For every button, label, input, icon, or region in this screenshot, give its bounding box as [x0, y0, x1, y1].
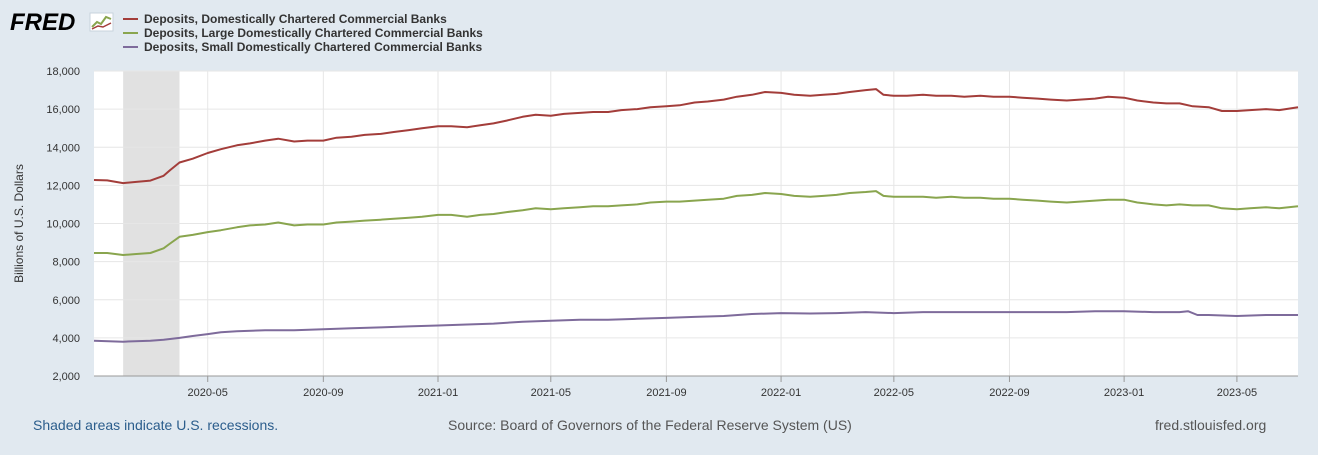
fred-site-link[interactable]: fred.stlouisfed.org	[1155, 417, 1267, 433]
y-tick-label: 6,000	[52, 295, 80, 307]
legend-label: Deposits, Domestically Chartered Commerc…	[144, 12, 447, 26]
x-tick-label: 2021-01	[418, 387, 458, 399]
y-tick-label: 10,000	[46, 219, 80, 231]
legend-item-1: Deposits, Domestically Chartered Commerc…	[123, 12, 447, 26]
x-tick-label: 2021-05	[531, 387, 571, 399]
legend-item-2: Deposits, Large Domestically Chartered C…	[123, 26, 483, 40]
legend-item-3: Deposits, Small Domestically Chartered C…	[123, 40, 482, 54]
series-line-2	[94, 190, 1299, 256]
x-tick-label: 2022-01	[761, 387, 801, 399]
fred-logo[interactable]: FRED	[10, 9, 114, 36]
x-tick-label: 2023-05	[1217, 387, 1257, 399]
x-tick-label: 2021-09	[646, 387, 686, 399]
fred-logo-text: FRED	[10, 9, 75, 36]
y-tick-label: 18,000	[46, 66, 80, 78]
series-line-3	[93, 310, 1298, 343]
y-tick-label: 4,000	[52, 333, 80, 345]
x-tick-label: 2023-01	[1104, 387, 1144, 399]
y-tick-label: 12,000	[46, 180, 80, 192]
x-tick-label: 2020-09	[303, 387, 343, 399]
y-tick-label: 2,000	[52, 371, 80, 383]
legend-label: Deposits, Large Domestically Chartered C…	[144, 26, 483, 40]
x-tick-label: 2022-05	[874, 387, 914, 399]
recession-note-link[interactable]: Shaded areas indicate U.S. recessions.	[33, 417, 279, 433]
x-tick-label: 2022-09	[989, 387, 1029, 399]
plot-area: 2,000 4,000 6,000 8,000 10,000 12,000 14,000 16…	[12, 66, 1299, 399]
legend-label: Deposits, Small Domestically Chartered C…	[144, 40, 482, 54]
source-note: Source: Board of Governors of the Federa…	[448, 417, 852, 433]
y-axis-label: Billions of U.S. Dollars	[12, 164, 26, 283]
series-line-1	[93, 88, 1299, 185]
fred-sparkline-icon	[89, 12, 114, 32]
y-tick-label: 16,000	[46, 104, 80, 116]
x-tick-label: 2020-05	[188, 387, 228, 399]
chart-legend: Deposits, Domestically Chartered Commerc…	[123, 12, 483, 54]
y-tick-label: 14,000	[46, 142, 80, 154]
y-tick-label: 8,000	[52, 257, 80, 269]
